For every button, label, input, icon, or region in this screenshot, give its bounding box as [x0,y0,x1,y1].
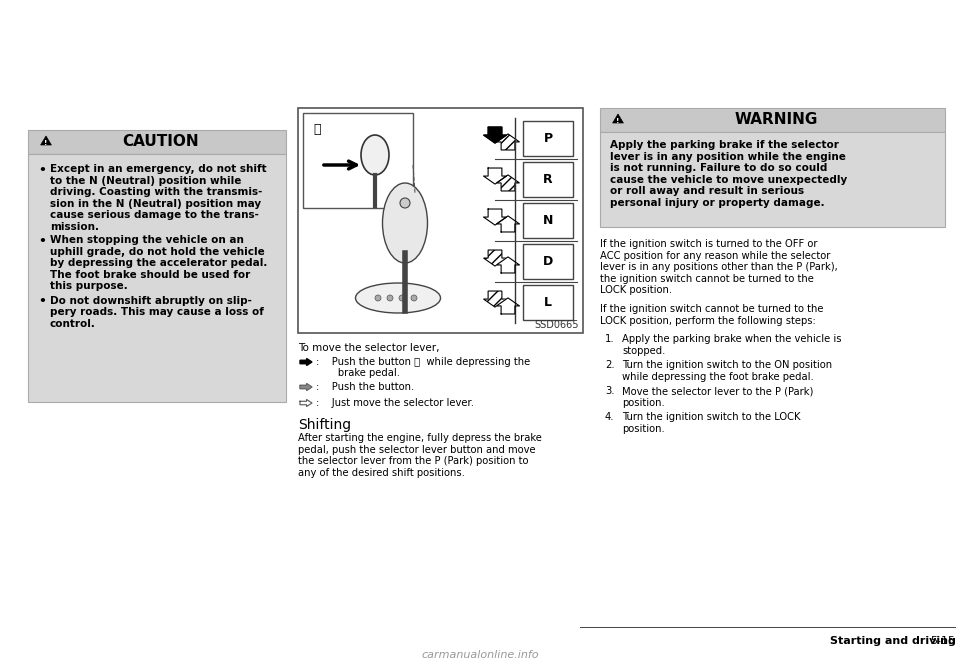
Text: Move the selector lever to the P (Park)
position.: Move the selector lever to the P (Park) … [622,386,813,408]
Text: •: • [38,295,46,309]
Polygon shape [484,168,507,184]
Bar [523,285,573,320]
Text: •: • [38,164,46,177]
Polygon shape [612,114,623,123]
Text: :    Push the button.: : Push the button. [316,382,415,392]
Bar [523,121,573,156]
Text: !: ! [44,139,48,145]
Bar [28,130,286,154]
Text: 5-15: 5-15 [930,636,955,646]
Text: CAUTION: CAUTION [123,135,200,149]
Text: Do not downshift abruptly on slip-
pery roads. This may cause a loss of
control.: Do not downshift abruptly on slip- pery … [50,295,264,329]
Text: Ⓐ: Ⓐ [313,123,321,136]
Circle shape [375,295,381,301]
Text: L: L [544,296,552,309]
Ellipse shape [382,183,427,263]
Text: Starting and driving: Starting and driving [830,636,956,646]
Text: R: R [543,173,553,186]
Polygon shape [496,298,519,314]
Text: :    Just move the selector lever.: : Just move the selector lever. [316,398,474,408]
Text: P: P [543,132,553,145]
Text: brake pedal.: brake pedal. [316,368,400,378]
Text: Turn the ignition switch to the ON position
while depressing the foot brake peda: Turn the ignition switch to the ON posit… [622,360,832,382]
Text: Turn the ignition switch to the LOCK
position.: Turn the ignition switch to the LOCK pos… [622,412,801,434]
Polygon shape [300,359,312,365]
Text: 1.: 1. [605,334,614,344]
Bar [303,113,413,208]
Circle shape [411,295,417,301]
Text: If the ignition switch cannot be turned to the
LOCK position, perform the follow: If the ignition switch cannot be turned … [600,304,824,325]
Bar [28,154,286,402]
Circle shape [387,295,393,301]
Text: •: • [38,235,46,248]
Circle shape [399,295,405,301]
Text: Apply the parking brake if the selector
lever is in any position while the engin: Apply the parking brake if the selector … [610,140,848,208]
Text: !: ! [616,118,620,124]
Bar [523,244,573,279]
Text: N: N [542,214,553,227]
Bar [298,108,583,333]
Text: When stopping the vehicle on an
uphill grade, do not hold the vehicle
by depress: When stopping the vehicle on an uphill g… [50,235,268,291]
Text: 2.: 2. [605,360,614,370]
Polygon shape [300,400,312,406]
Text: After starting the engine, fully depress the brake
pedal, push the selector leve: After starting the engine, fully depress… [298,433,541,478]
Bar [600,108,945,132]
Bar [600,132,945,227]
Text: Except in an emergency, do not shift
to the N (Neutral) position while
driving. : Except in an emergency, do not shift to … [50,164,267,232]
Text: carmanualonline.info: carmanualonline.info [421,650,539,660]
Text: If the ignition switch is turned to the OFF or
ACC position for any reason while: If the ignition switch is turned to the … [600,239,838,295]
Polygon shape [40,136,52,145]
Polygon shape [496,216,519,232]
Bar [523,203,573,238]
Polygon shape [484,127,507,143]
Text: To move the selector lever,: To move the selector lever, [298,343,440,353]
Circle shape [400,198,410,208]
Text: WARNING: WARNING [734,112,818,127]
Text: 4.: 4. [605,412,614,422]
Polygon shape [300,384,312,390]
Ellipse shape [355,283,441,313]
Text: D: D [542,255,553,268]
Ellipse shape [361,135,389,175]
Text: Apply the parking brake when the vehicle is
stopped.: Apply the parking brake when the vehicle… [622,334,842,356]
Bar [523,162,573,197]
Polygon shape [484,209,507,225]
Text: 3.: 3. [605,386,614,396]
Text: :    Push the button Ⓐ  while depressing the: : Push the button Ⓐ while depressing the [316,357,530,367]
Text: Shifting: Shifting [298,418,351,432]
Text: SSD0665: SSD0665 [535,320,579,330]
Polygon shape [496,257,519,273]
